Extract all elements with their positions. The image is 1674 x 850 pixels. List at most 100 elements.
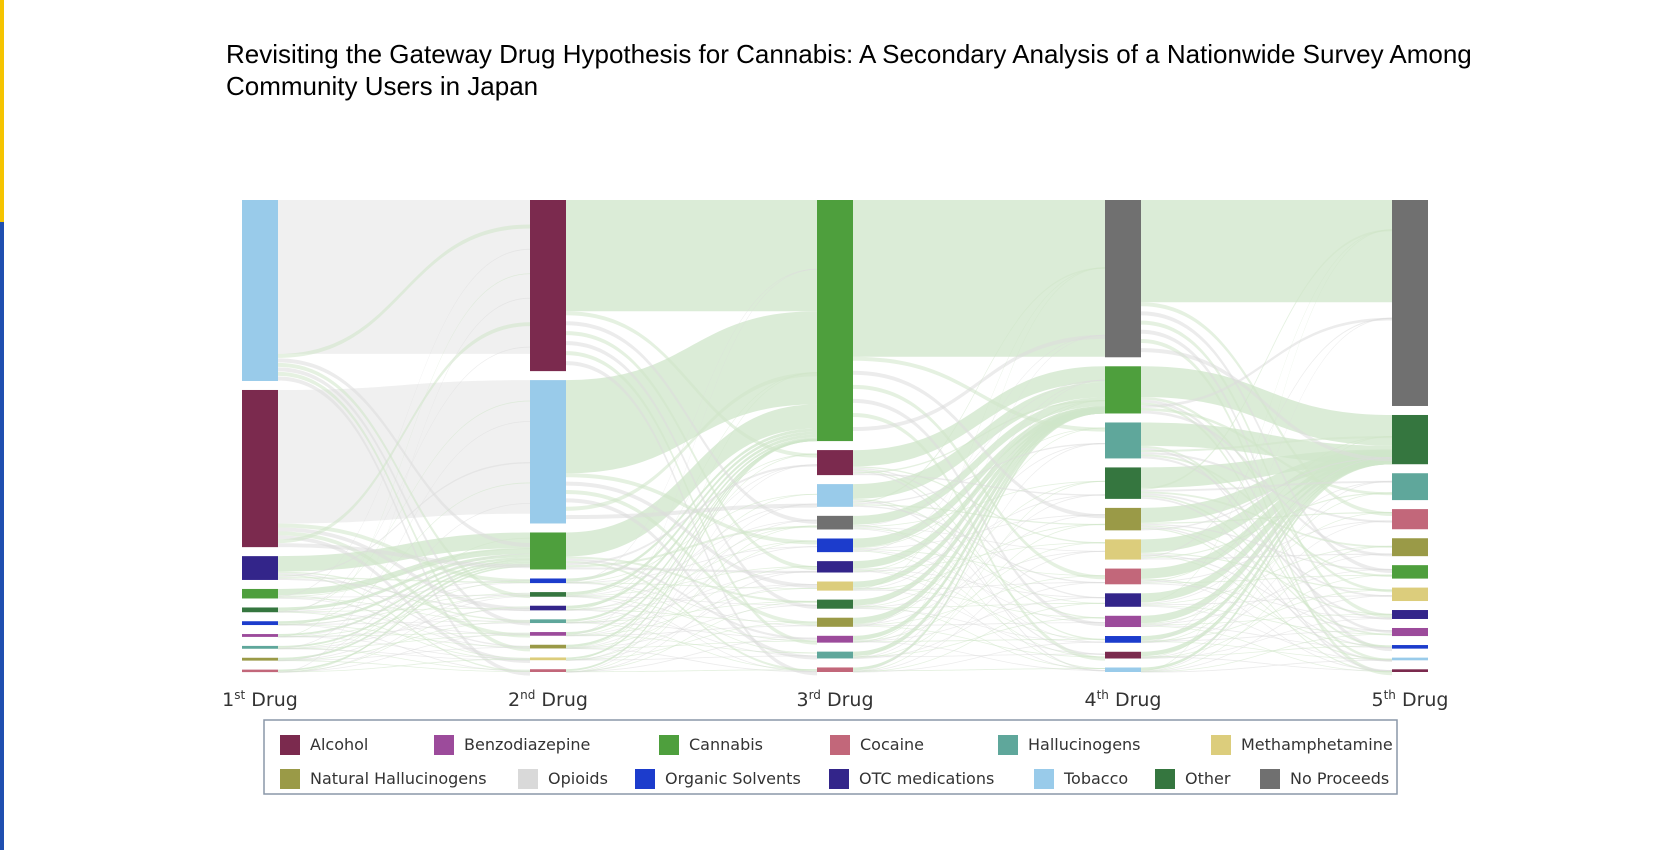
flow-link-thin <box>853 504 1105 526</box>
node-halluc-stage-2 <box>530 619 566 624</box>
stage-label: 2nd Drug <box>508 688 588 711</box>
flow-link-thin <box>853 527 1105 552</box>
flow-link <box>853 406 1105 569</box>
flow-link-thin <box>566 321 817 524</box>
node-naturalh-stage-2 <box>530 644 566 649</box>
node-cannabis-stage-3 <box>817 200 853 442</box>
flow-link-thin <box>566 596 817 642</box>
flow-link-thin <box>853 527 1105 604</box>
flow-link-thin <box>278 273 530 638</box>
node-meth-stage-3 <box>817 581 853 591</box>
flow-link-thin <box>853 514 1105 549</box>
flow-link-thin <box>278 648 530 661</box>
flow-link-thin <box>1141 492 1392 643</box>
flow-link-thin <box>278 248 530 597</box>
legend-swatch-otc <box>829 769 849 789</box>
flow-link-thin <box>566 453 817 648</box>
legend-swatch-benzo <box>434 735 454 755</box>
flow-link-thin <box>853 470 1105 672</box>
flow-link-thin <box>566 604 817 649</box>
flow-link-thin <box>1141 553 1392 560</box>
flow-link-thin <box>278 620 530 661</box>
node-cocaine-stage-4 <box>1105 568 1141 585</box>
flow-link <box>566 438 817 648</box>
flow-link <box>853 407 1105 588</box>
flow-link-thin <box>853 582 1105 659</box>
legend-label-noproceeds: No Proceeds <box>1290 769 1389 788</box>
node-tobacco-stage-2 <box>530 380 566 524</box>
flow-link <box>278 565 530 672</box>
node-other-stage-3 <box>817 599 853 609</box>
flow-link <box>278 561 530 648</box>
accent-bar-blue <box>0 222 4 850</box>
flow-link-thin <box>853 267 1105 590</box>
flow-link-thin <box>566 372 817 661</box>
flow-link-thin <box>853 379 1105 607</box>
flow-link-thin <box>566 493 817 636</box>
flow-link-thin <box>853 550 1105 658</box>
flow-link <box>566 311 817 474</box>
flow-link-thin <box>566 268 817 583</box>
flow-link-thin <box>278 376 530 676</box>
flow-link-thin <box>853 582 1105 591</box>
flow-link-thin <box>853 523 1105 591</box>
flow-link-thin <box>1141 511 1392 524</box>
node-cannabis-stage-1 <box>242 588 278 599</box>
flow-link-thin <box>853 399 1105 643</box>
flow-link <box>853 410 1105 671</box>
flow-link-thin <box>278 647 530 671</box>
legend-swatch-cannabis <box>659 735 679 755</box>
flow-link-thin <box>566 268 817 636</box>
flow-link-thin <box>853 494 1105 573</box>
flow-link <box>853 406 1105 548</box>
flow-link-thin <box>278 371 530 652</box>
flow-link <box>1141 455 1392 603</box>
stage-labels: 1st Drug 2nd Drug 3rd Drug 4th Drug 5th Drug <box>222 688 1448 711</box>
flow-link-thin <box>1141 553 1392 632</box>
flow-link-thin <box>278 537 530 661</box>
flow-link <box>853 382 1105 499</box>
sankey-links <box>278 200 1392 676</box>
flow-link-thin <box>278 400 530 612</box>
flow-link-thin <box>1141 495 1392 636</box>
flow-link-thin <box>566 609 817 657</box>
flow-link-thin <box>853 528 1105 643</box>
flow-link <box>278 547 530 596</box>
flow-link-thin <box>278 553 530 638</box>
flow-link-thin <box>1141 317 1392 643</box>
node-cannabis-stage-5 <box>1392 565 1428 579</box>
flow-link-thin <box>1141 630 1392 642</box>
flow-link-thin <box>566 640 817 649</box>
node-halluc2-stage-5 <box>1392 657 1428 661</box>
node-meth-stage-4 <box>1105 539 1141 560</box>
flow-link-thin <box>1141 578 1392 647</box>
flow-link <box>1141 200 1392 303</box>
legend-label-opioids: Opioids <box>548 769 608 788</box>
flow-link-thin <box>278 611 530 635</box>
flow-link-thin <box>566 567 817 574</box>
flow-link-thin <box>1141 480 1392 492</box>
flow-link-thin <box>566 519 817 597</box>
flow-link-thin <box>278 543 530 569</box>
flow-link-thin <box>278 596 530 673</box>
flow-link <box>566 200 817 312</box>
flow-link-thin <box>278 523 530 584</box>
node-benzo-stage-2 <box>530 632 566 636</box>
node-halluc-stage-1 <box>242 645 278 649</box>
flow-link-thin <box>566 503 817 661</box>
flow-link-thin <box>853 597 1105 642</box>
flow-link-thin <box>1141 436 1392 658</box>
flow-link-thin <box>853 443 1105 659</box>
flow-link-thin <box>1141 457 1392 628</box>
flow-link-thin <box>853 443 1105 590</box>
legend-swatch-opioids <box>518 769 538 789</box>
flow-link-thin <box>1141 457 1392 531</box>
flow-link-thin <box>853 641 1105 673</box>
flow-link-thin <box>853 473 1105 496</box>
legend-label-solvents: Organic Solvents <box>665 769 801 788</box>
flow-link-thin <box>278 346 530 613</box>
flow-link-thin <box>853 617 1105 657</box>
flow-link-thin <box>566 669 817 673</box>
flow-link-thin <box>566 566 817 597</box>
